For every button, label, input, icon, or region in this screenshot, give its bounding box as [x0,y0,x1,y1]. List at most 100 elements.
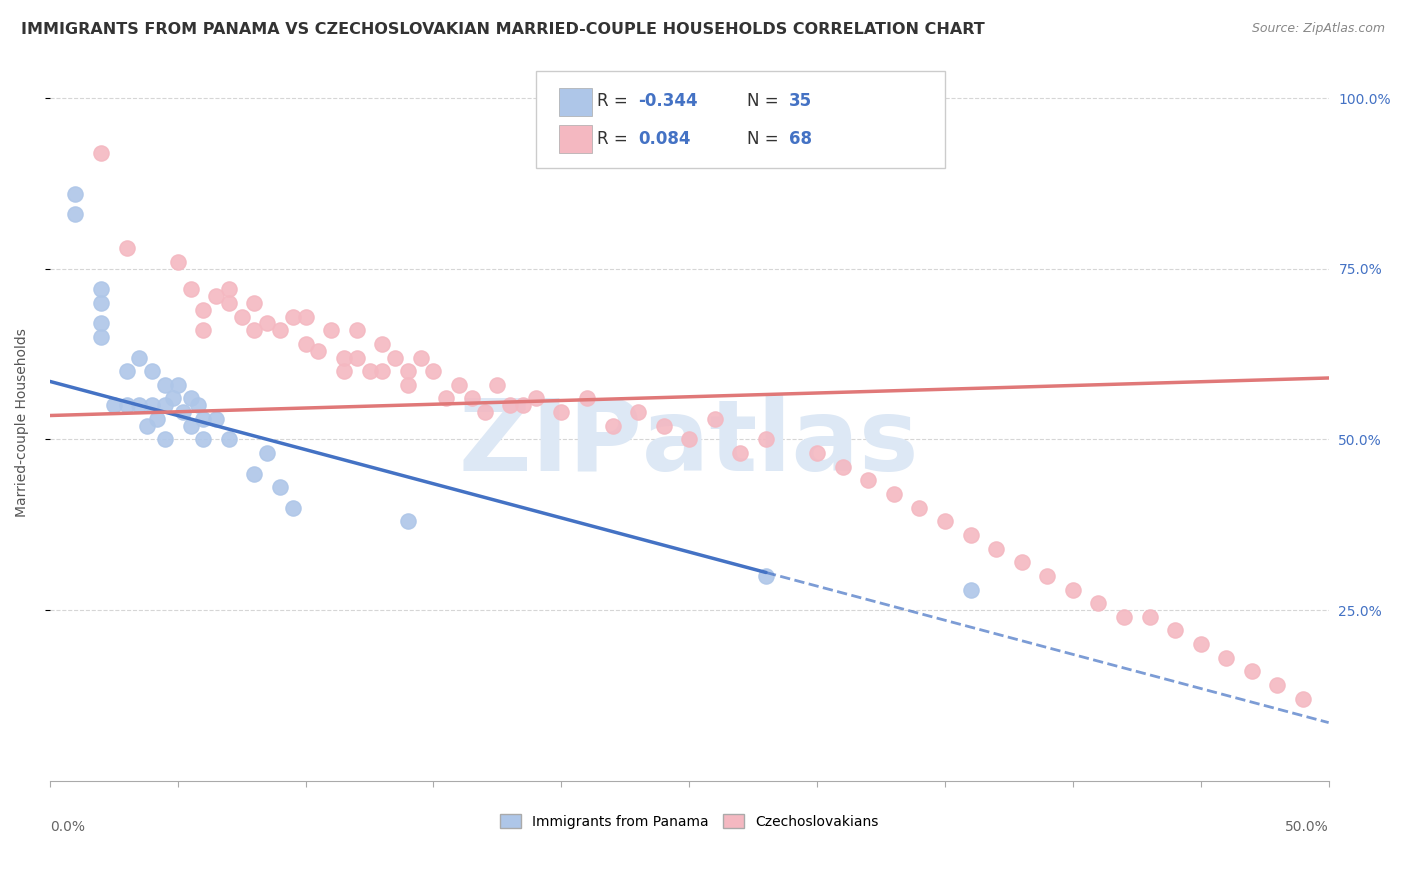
Point [1139,610,1161,624]
FancyBboxPatch shape [558,87,592,116]
Text: -0.344: -0.344 [638,92,697,111]
Point [499,398,522,412]
Point [141,364,163,378]
Point [396,377,419,392]
Point [703,412,725,426]
Point [193,433,215,447]
Point [447,377,470,392]
Point [986,541,1008,556]
Point [90,282,112,296]
Point [136,418,159,433]
Point [755,569,778,583]
Text: 0.0%: 0.0% [49,820,84,834]
Point [858,474,880,488]
Point [166,255,188,269]
Point [359,364,381,378]
Point [371,336,394,351]
Point [883,487,905,501]
Point [103,398,125,412]
Text: IMMIGRANTS FROM PANAMA VS CZECHOSLOVAKIAN MARRIED-COUPLE HOUSEHOLDS CORRELATION : IMMIGRANTS FROM PANAMA VS CZECHOSLOVAKIA… [21,22,984,37]
Point [908,500,931,515]
Point [153,433,176,447]
Point [115,398,138,412]
Point [1011,555,1033,569]
Point [678,433,700,447]
Point [187,398,209,412]
Point [256,317,278,331]
Point [474,405,496,419]
Point [65,186,87,201]
Point [281,310,304,324]
Point [1215,650,1237,665]
Point [115,364,138,378]
Text: 68: 68 [789,129,813,147]
Point [179,392,201,406]
Point [205,289,228,303]
Point [1267,678,1289,692]
Point [153,377,176,392]
Point [1189,637,1212,651]
Point [205,412,228,426]
Point [65,207,87,221]
Point [575,392,598,406]
Text: R =: R = [598,129,633,147]
Point [307,343,329,358]
Point [294,310,316,324]
Point [512,398,534,412]
Point [333,351,356,365]
Point [730,446,752,460]
Point [166,377,188,392]
Point [146,412,169,426]
Point [384,351,406,365]
Point [396,364,419,378]
Point [115,241,138,255]
Point [153,398,176,412]
Point [409,351,432,365]
Point [281,500,304,515]
Point [934,514,956,528]
Point [1112,610,1135,624]
FancyBboxPatch shape [536,71,945,168]
Point [243,296,266,310]
Point [256,446,278,460]
Text: 35: 35 [789,92,813,111]
Point [1062,582,1084,597]
Point [1292,691,1315,706]
Point [172,405,194,419]
Point [141,398,163,412]
Point [179,282,201,296]
Point [652,418,675,433]
Point [755,433,778,447]
Text: 50.0%: 50.0% [1285,820,1329,834]
Point [128,398,150,412]
Point [179,418,201,433]
FancyBboxPatch shape [558,125,592,153]
Point [602,418,624,433]
Point [269,323,291,337]
Text: N =: N = [747,92,783,111]
Point [434,392,457,406]
Text: N =: N = [747,129,783,147]
Point [294,336,316,351]
Point [627,405,650,419]
Point [321,323,343,337]
Point [90,296,112,310]
Text: R =: R = [598,92,633,111]
Point [806,446,828,460]
Point [550,405,572,419]
Point [422,364,444,378]
Y-axis label: Married-couple Households: Married-couple Households [15,328,30,516]
Point [959,528,981,542]
Point [524,392,547,406]
Point [243,467,266,481]
Point [959,582,981,597]
Point [193,302,215,317]
Point [461,392,484,406]
Point [396,514,419,528]
Point [1164,624,1187,638]
Text: ZIP​atlas: ZIP​atlas [460,395,920,492]
Point [90,145,112,160]
Point [231,310,253,324]
Point [1240,665,1263,679]
Point [218,433,240,447]
